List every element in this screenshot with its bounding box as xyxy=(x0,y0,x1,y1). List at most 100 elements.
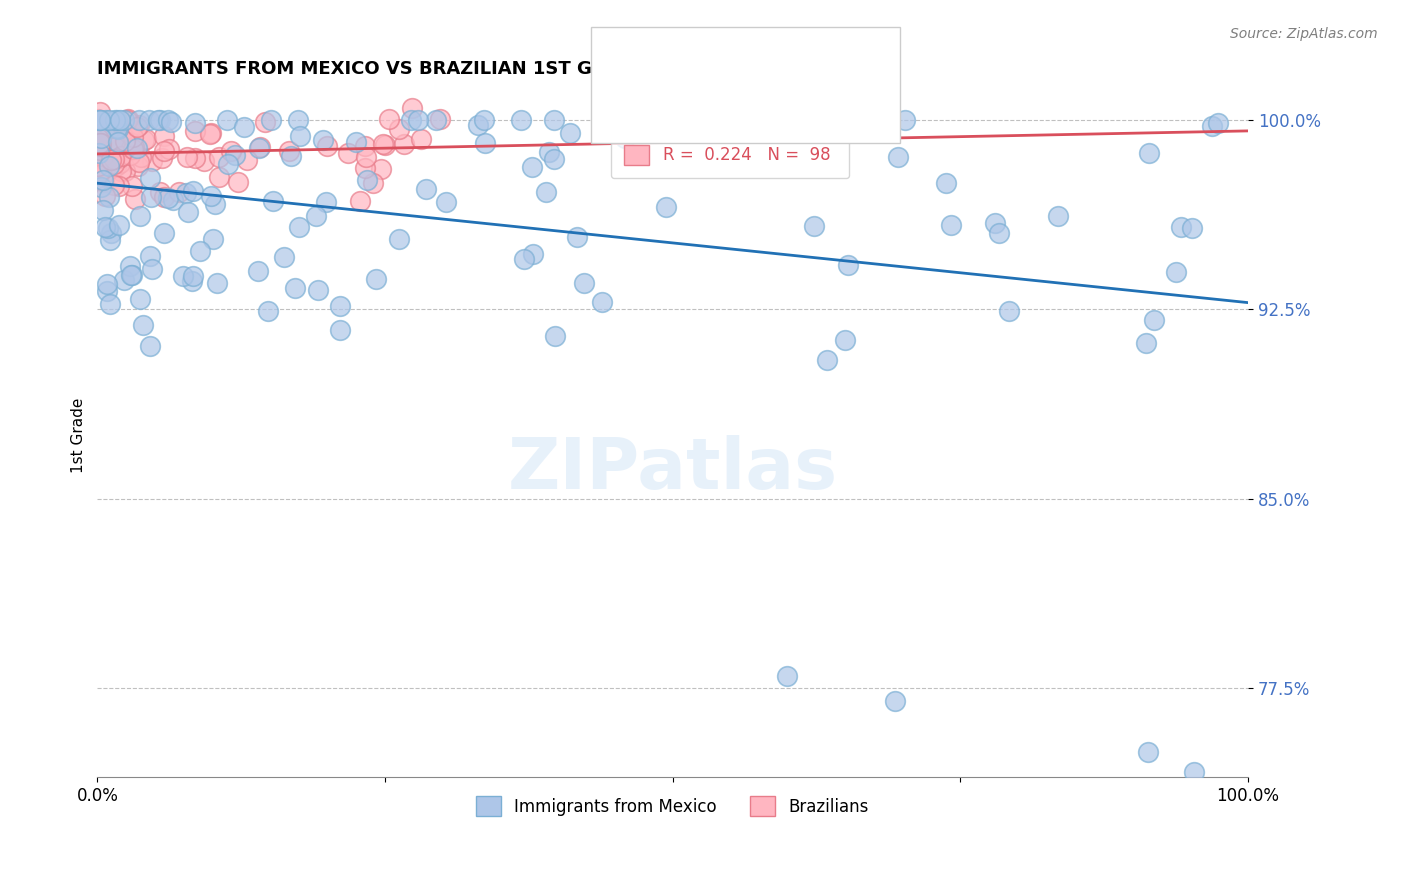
Point xyxy=(87,131,110,145)
Point xyxy=(377,112,399,127)
Point xyxy=(356,173,378,187)
Point xyxy=(157,142,180,156)
Point xyxy=(983,216,1005,230)
Point xyxy=(560,126,582,140)
Point xyxy=(181,185,204,199)
Point xyxy=(90,151,112,165)
Point xyxy=(177,204,200,219)
Point xyxy=(122,130,145,145)
Point xyxy=(254,115,277,129)
Point xyxy=(204,196,226,211)
Point xyxy=(127,159,149,173)
Point xyxy=(118,122,141,136)
Point xyxy=(259,112,281,127)
Point xyxy=(307,283,329,297)
Point xyxy=(91,173,114,187)
Point xyxy=(128,155,150,169)
Point xyxy=(370,161,392,176)
Point xyxy=(121,142,143,156)
Point xyxy=(1135,335,1157,350)
Point xyxy=(655,200,678,214)
Point xyxy=(803,219,825,233)
Point xyxy=(139,249,162,263)
Point xyxy=(160,114,183,128)
Point xyxy=(114,134,136,148)
Point xyxy=(224,148,246,162)
Point xyxy=(100,153,122,167)
Point xyxy=(129,292,152,306)
Point xyxy=(215,112,238,127)
Point xyxy=(96,277,118,291)
Point xyxy=(1201,119,1223,133)
Point xyxy=(103,153,125,167)
Point xyxy=(105,155,128,169)
Point xyxy=(374,137,396,152)
Point xyxy=(288,220,311,235)
Point xyxy=(316,139,339,153)
Point xyxy=(183,124,205,138)
Point xyxy=(415,182,437,196)
Point xyxy=(273,250,295,264)
Text: Source: ZipAtlas.com: Source: ZipAtlas.com xyxy=(1230,27,1378,41)
Point xyxy=(565,230,588,244)
Point xyxy=(87,159,110,173)
Point xyxy=(129,150,152,164)
Point xyxy=(1208,116,1230,130)
Point xyxy=(172,268,194,283)
Point xyxy=(135,132,157,146)
Point xyxy=(591,295,613,310)
Point xyxy=(509,112,531,127)
Point xyxy=(344,135,367,149)
Point xyxy=(401,102,423,116)
Point xyxy=(90,139,112,153)
Point xyxy=(162,194,184,208)
Point xyxy=(124,140,146,154)
Point xyxy=(1047,210,1070,224)
Point xyxy=(89,112,111,127)
Point xyxy=(1181,221,1204,235)
Y-axis label: 1st Grade: 1st Grade xyxy=(72,398,86,474)
Point xyxy=(146,113,169,128)
Point xyxy=(110,164,132,178)
Point xyxy=(361,176,384,190)
Point xyxy=(208,169,231,184)
Point xyxy=(723,112,745,127)
Point xyxy=(543,112,565,127)
Point xyxy=(100,227,122,241)
Point xyxy=(105,120,128,135)
Point xyxy=(998,303,1021,318)
Point xyxy=(157,112,180,127)
Point xyxy=(290,129,312,144)
Point xyxy=(387,121,409,136)
Point xyxy=(87,128,110,142)
Point xyxy=(233,120,256,134)
Point xyxy=(815,352,838,367)
Point xyxy=(603,118,626,132)
Point xyxy=(132,318,155,332)
Point xyxy=(114,164,136,178)
Point xyxy=(108,151,131,165)
Point xyxy=(89,143,111,157)
Point xyxy=(89,112,111,127)
Point xyxy=(181,274,204,288)
Point xyxy=(153,190,176,204)
Point xyxy=(371,137,394,152)
Point xyxy=(93,149,115,163)
Point xyxy=(101,139,124,153)
Point xyxy=(409,132,432,146)
Point xyxy=(149,186,172,200)
Point xyxy=(198,127,221,141)
Point xyxy=(337,146,360,161)
Point xyxy=(89,112,111,127)
Point xyxy=(434,195,457,210)
Point xyxy=(97,221,120,235)
Point xyxy=(613,131,636,145)
Point xyxy=(125,141,148,155)
Point xyxy=(94,112,117,127)
Point xyxy=(93,125,115,139)
Point xyxy=(280,149,302,163)
Point xyxy=(90,136,112,150)
Point xyxy=(246,263,269,277)
Point xyxy=(354,161,377,175)
Point xyxy=(105,112,128,127)
